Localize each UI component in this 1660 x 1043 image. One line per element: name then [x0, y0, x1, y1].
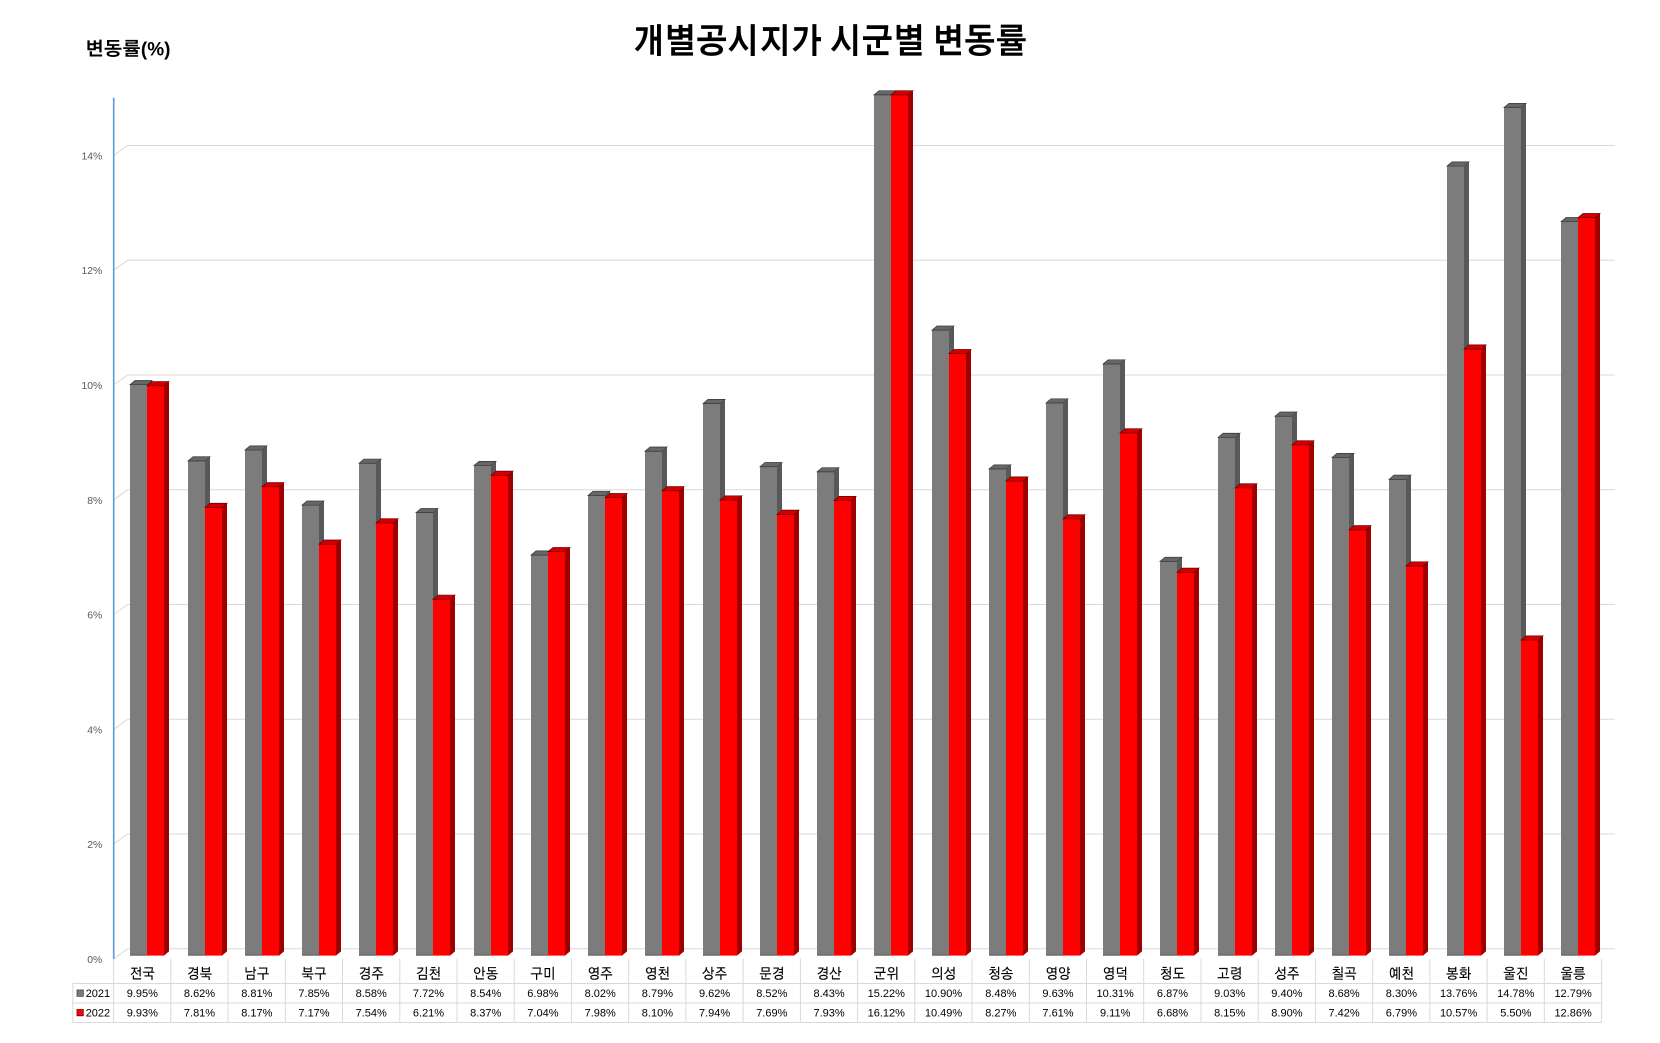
svg-text:8.90%: 8.90% [1271, 1007, 1302, 1019]
svg-text:9.62%: 9.62% [699, 988, 730, 1000]
svg-text:2%: 2% [87, 840, 102, 851]
svg-text:5.50%: 5.50% [1500, 1007, 1531, 1019]
svg-text:0%: 0% [87, 955, 102, 966]
svg-text:10.31%: 10.31% [1097, 988, 1135, 1000]
svg-text:8.30%: 8.30% [1386, 988, 1417, 1000]
svg-text:9.93%: 9.93% [127, 1007, 158, 1019]
svg-text:7.42%: 7.42% [1328, 1007, 1359, 1019]
svg-text:7.54%: 7.54% [356, 1007, 387, 1019]
svg-text:7.85%: 7.85% [298, 988, 329, 1000]
svg-text:12.86%: 12.86% [1554, 1007, 1592, 1019]
svg-text:7.98%: 7.98% [585, 1007, 616, 1019]
svg-text:7.04%: 7.04% [527, 1007, 558, 1019]
svg-text:8.54%: 8.54% [470, 988, 501, 1000]
svg-text:(%): (%) [141, 39, 171, 60]
svg-text:8.17%: 8.17% [241, 1007, 272, 1019]
svg-text:16.12%: 16.12% [868, 1007, 906, 1019]
svg-text:8.58%: 8.58% [356, 988, 387, 1000]
svg-text:7.81%: 7.81% [184, 1007, 215, 1019]
svg-text:9.11%: 9.11% [1100, 1007, 1131, 1019]
svg-text:8.68%: 8.68% [1328, 988, 1359, 1000]
svg-text:6.98%: 6.98% [527, 988, 558, 1000]
svg-text:15.22%: 15.22% [868, 988, 906, 1000]
svg-text:6.87%: 6.87% [1157, 988, 1188, 1000]
svg-text:7.61%: 7.61% [1042, 1007, 1073, 1019]
svg-text:9.40%: 9.40% [1271, 988, 1302, 1000]
svg-text:6.68%: 6.68% [1157, 1007, 1188, 1019]
svg-text:7.94%: 7.94% [699, 1007, 730, 1019]
svg-text:8.15%: 8.15% [1214, 1007, 1245, 1019]
svg-text:6.79%: 6.79% [1386, 1007, 1417, 1019]
svg-text:8.48%: 8.48% [985, 988, 1016, 1000]
svg-text:7.69%: 7.69% [756, 1007, 787, 1019]
svg-text:8.10%: 8.10% [642, 1007, 673, 1019]
svg-text:12%: 12% [82, 266, 103, 277]
svg-text:10%: 10% [82, 381, 103, 392]
svg-text:2022: 2022 [86, 1007, 110, 1019]
svg-text:6%: 6% [87, 611, 102, 622]
svg-text:14.78%: 14.78% [1497, 988, 1535, 1000]
svg-text:13.76%: 13.76% [1440, 988, 1478, 1000]
svg-text:9.95%: 9.95% [127, 988, 158, 1000]
svg-text:8.37%: 8.37% [470, 1007, 501, 1019]
svg-text:8.27%: 8.27% [985, 1007, 1016, 1019]
svg-text:8.81%: 8.81% [241, 988, 272, 1000]
svg-text:8.02%: 8.02% [585, 988, 616, 1000]
svg-text:4%: 4% [87, 725, 102, 736]
svg-text:7.93%: 7.93% [813, 1007, 844, 1019]
svg-text:14%: 14% [82, 152, 103, 163]
svg-text:8.43%: 8.43% [813, 988, 844, 1000]
svg-text:9.03%: 9.03% [1214, 988, 1245, 1000]
svg-text:8.62%: 8.62% [184, 988, 215, 1000]
svg-text:10.57%: 10.57% [1440, 1007, 1478, 1019]
svg-text:8%: 8% [87, 496, 102, 507]
svg-text:2021: 2021 [86, 988, 110, 1000]
svg-text:8.52%: 8.52% [756, 988, 787, 1000]
svg-text:10.49%: 10.49% [925, 1007, 963, 1019]
svg-text:7.72%: 7.72% [413, 988, 444, 1000]
svg-text:7.17%: 7.17% [298, 1007, 329, 1019]
svg-text:10.90%: 10.90% [925, 988, 963, 1000]
svg-text:9.63%: 9.63% [1042, 988, 1073, 1000]
svg-text:6.21%: 6.21% [413, 1007, 444, 1019]
svg-text:8.79%: 8.79% [642, 988, 673, 1000]
svg-text:12.79%: 12.79% [1554, 988, 1592, 1000]
